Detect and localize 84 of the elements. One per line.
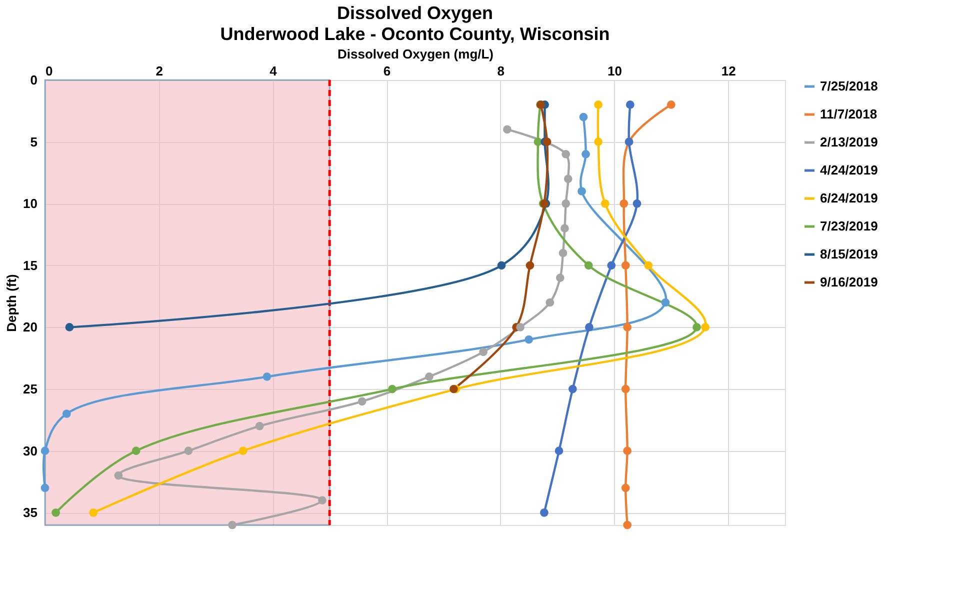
point: [562, 199, 570, 208]
point: [52, 508, 60, 517]
point: [600, 199, 610, 208]
point: [626, 100, 634, 109]
legend-label: 2/13/2019: [820, 134, 878, 150]
x-tick-label: 10: [607, 64, 622, 78]
point: [562, 150, 570, 158]
legend-label: 6/24/2019: [820, 190, 878, 206]
x-tick-label: 8: [497, 64, 504, 78]
point: [623, 323, 632, 332]
point: [89, 508, 98, 517]
point: [65, 323, 74, 332]
point: [114, 471, 123, 480]
point: [556, 274, 564, 282]
point: [582, 150, 590, 158]
point: [701, 323, 710, 332]
point: [62, 410, 71, 418]
legend-label: 8/15/2019: [820, 246, 878, 262]
point: [255, 422, 264, 430]
point: [40, 484, 50, 492]
point: [560, 224, 569, 233]
point: [621, 384, 630, 394]
point: [564, 174, 572, 184]
point: [578, 187, 586, 196]
legend-label: 9/16/2019: [820, 274, 878, 290]
point: [497, 261, 506, 270]
point: [621, 261, 630, 270]
point: [425, 372, 434, 381]
point: [607, 261, 616, 270]
point: [503, 125, 512, 134]
point: [228, 520, 236, 530]
point: [621, 484, 630, 492]
point: [623, 520, 632, 530]
point: [554, 446, 564, 456]
y-axis-title: Depth (ft): [4, 274, 20, 332]
point: [184, 446, 193, 456]
y-tick-label: 10: [23, 196, 38, 212]
point: [450, 384, 458, 394]
point: [594, 100, 602, 109]
y-tick-label: 15: [23, 258, 38, 273]
point: [318, 496, 326, 504]
y-tick-label: 35: [23, 505, 38, 520]
point: [358, 397, 366, 406]
point: [388, 384, 396, 394]
x-tick-label: 4: [270, 64, 278, 78]
point: [132, 446, 140, 456]
point: [524, 335, 534, 344]
point: [540, 508, 548, 517]
point: [623, 446, 632, 456]
point: [585, 323, 594, 332]
point: [568, 384, 577, 394]
point: [516, 323, 524, 332]
x-tick-label: 6: [383, 64, 391, 78]
point: [620, 199, 628, 208]
point: [632, 199, 642, 208]
point: [594, 138, 602, 146]
chart-title: Dissolved Oxygen: [336, 3, 494, 23]
point: [262, 372, 272, 381]
y-tick-label: 5: [30, 134, 38, 150]
legend-label: 11/7/2018: [820, 106, 878, 122]
chart-subtitle: Underwood Lake - Oconto County, Wisconsin: [220, 24, 610, 44]
point: [40, 446, 50, 456]
x-tick-label: 12: [721, 64, 736, 78]
legend-label: 7/23/2019: [820, 218, 878, 234]
point: [579, 112, 588, 122]
x-tick-label: 0: [46, 64, 53, 78]
legend-label: 7/25/2018: [820, 78, 878, 94]
point: [479, 348, 488, 356]
point: [542, 138, 552, 146]
point: [526, 261, 534, 270]
point: [584, 261, 593, 270]
point: [238, 446, 248, 456]
y-tick-label: 30: [23, 443, 38, 458]
point: [692, 323, 701, 332]
legend-label: 4/24/2019: [820, 162, 878, 178]
point: [661, 298, 670, 307]
y-tick-label: 25: [23, 382, 38, 397]
x-tick-label: 2: [156, 64, 163, 78]
x-axis-title: Dissolved Oxygen (mg/L): [337, 46, 494, 62]
point: [644, 261, 653, 270]
y-tick-label: 20: [23, 320, 38, 335]
point: [558, 248, 568, 258]
point: [546, 298, 554, 307]
point: [666, 100, 676, 109]
